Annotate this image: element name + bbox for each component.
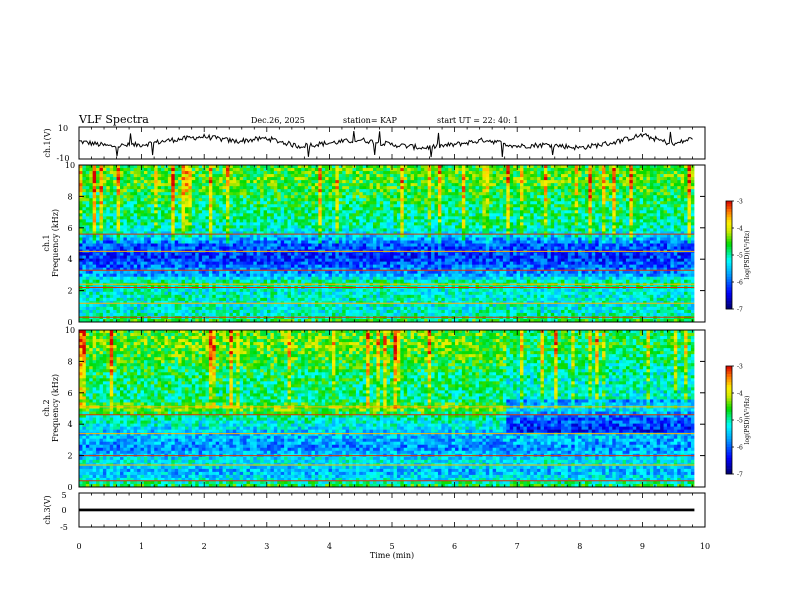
ch3-ylabel: ch.3(V) [43, 495, 52, 524]
colorbar-label: log(PSD)(V²/Hz) [744, 231, 751, 280]
colorbar-tick-label: -6 [737, 445, 743, 452]
ch2-spectrogram-image [79, 330, 705, 488]
ch1-spec-ylabel-channel: ch.1 [42, 234, 51, 251]
ch1-ytick-bottom: -10 [57, 154, 70, 163]
spec-ytick-label: 0 [67, 483, 72, 492]
colorbar-label: log(PSD)(V²/Hz) [744, 396, 751, 445]
xtick-label: 5 [389, 542, 394, 551]
spec-ytick-label: 10 [65, 161, 75, 170]
xtick-label: 1 [139, 542, 144, 551]
xtick-label: 4 [327, 542, 332, 551]
xtick-label: 6 [452, 542, 457, 551]
ch1-spec-ylabel-frequency: Frequency (kHz) [51, 209, 60, 277]
spec-ytick-label: 4 [67, 420, 72, 429]
start-time-label: start UT = 22: 40: 1 [437, 116, 518, 125]
ch3-waveform-panel: 5 0 -5 ch.3(V) 0 1 2 3 4 5 6 7 8 9 10 Time (min) [43, 491, 710, 560]
ch2-spec-ylabel-frequency: Frequency (kHz) [51, 374, 60, 442]
xtick-label: 8 [577, 542, 582, 551]
xtick-label: 9 [640, 542, 645, 551]
colorbar-tick-label: -5 [737, 418, 743, 425]
ch1-spectrogram-panel: 0 2 4 6 8 10 ch.1 Frequency (kHz) -3 -4 -5 -6 -7 l… [42, 161, 751, 327]
spec-ytick-label: 8 [67, 357, 72, 366]
ch3-ytick-mid: 0 [61, 506, 66, 515]
ch2-spec-ylabel-channel: ch.2 [42, 399, 51, 416]
xtick-label: 2 [202, 542, 207, 551]
ch3-ytick-top: 5 [61, 491, 66, 500]
colorbar-tick-label: -3 [737, 364, 743, 371]
xtick-label: 10 [700, 542, 710, 551]
xtick-label: 3 [264, 542, 269, 551]
ch1-ylabel: ch.1(V) [43, 128, 52, 157]
date-label: Dec.26, 2025 [251, 116, 305, 125]
station-label: station= KAP [343, 116, 398, 125]
xtick-label: 0 [76, 542, 81, 551]
ch1-colorbar: -3 -4 -5 -6 -7 log(PSD)(V²/Hz) [725, 199, 751, 314]
ch3-ytick-bottom: -5 [60, 523, 68, 532]
colorbar-tick-label: -4 [737, 226, 743, 233]
spec-ytick-label: 0 [67, 318, 72, 327]
ch1-waveform-line [78, 130, 693, 158]
colorbar-tick-label: -6 [737, 280, 743, 287]
colorbar-tick-label: -7 [737, 472, 743, 479]
spec-ytick-label: 2 [67, 287, 72, 296]
ch3-waveform-band [79, 508, 695, 512]
xtick-label: 7 [515, 542, 520, 551]
ch1-waveform-panel: 10 -10 ch.1(V) [43, 124, 706, 163]
spec-ytick-label: 6 [67, 389, 72, 398]
colorbar-tick-label: -5 [737, 253, 743, 260]
ch2-spectrogram-panel: 0 2 4 6 8 10 ch.2 Frequency (kHz) -3 -4 -5 -6 -7 l… [42, 326, 751, 492]
colorbar-tick-label: -7 [737, 307, 743, 314]
figure-title: VLF Spectra [78, 113, 149, 126]
ch2-colorbar: -3 -4 -5 -6 -7 log(PSD)(V²/Hz) [725, 364, 751, 479]
spec-ytick-label: 8 [67, 192, 72, 201]
spec-ytick-label: 2 [67, 452, 72, 461]
spec-ytick-label: 6 [67, 224, 72, 233]
spec-ytick-label: 4 [67, 255, 72, 264]
colorbar-tick-label: -3 [737, 199, 743, 206]
colorbar-tick-label: -4 [737, 391, 743, 398]
x-axis-label: Time (min) [370, 551, 414, 560]
spec-ytick-label: 10 [65, 326, 75, 335]
ch1-ytick-top: 10 [58, 124, 68, 133]
ch1-spectrogram-image [79, 165, 705, 323]
